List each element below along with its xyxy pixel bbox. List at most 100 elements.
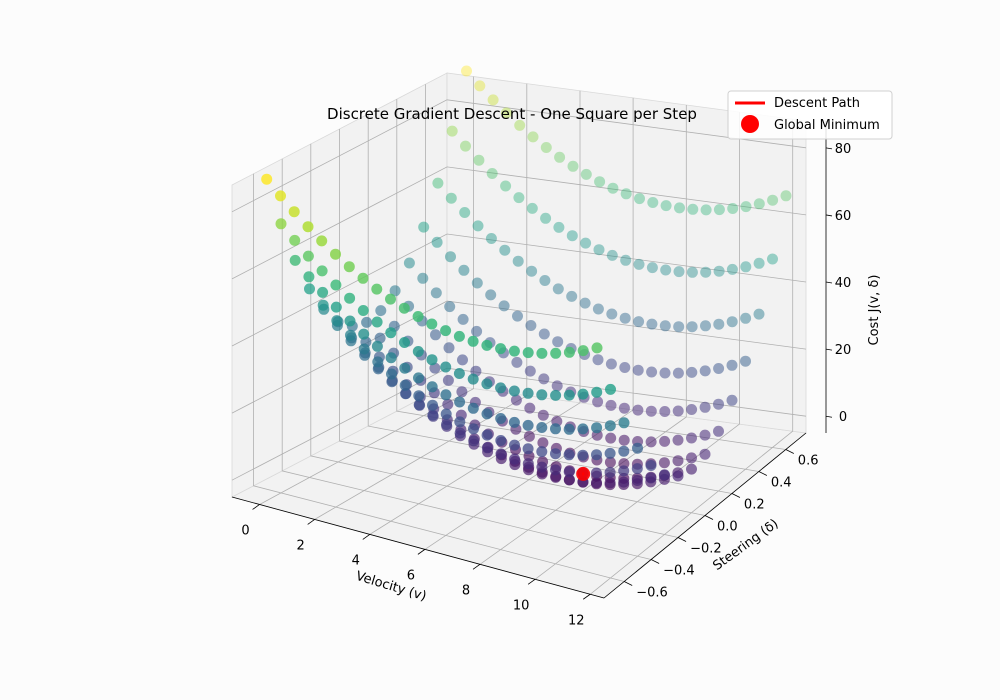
surface-point (371, 340, 383, 352)
surface-point (645, 436, 657, 448)
surface-point (485, 233, 497, 244)
surface-point (288, 206, 300, 218)
surface-point (453, 368, 465, 379)
surface-point (413, 399, 425, 411)
surface-point (577, 345, 589, 357)
surface-point (605, 432, 617, 444)
x-tick-mark (582, 593, 591, 600)
surface-point (495, 382, 507, 394)
surface-point (659, 435, 671, 447)
surface-point (430, 287, 442, 299)
surface-point (593, 244, 605, 256)
surface-point (358, 328, 370, 340)
surface-point (525, 320, 537, 331)
surface-point (647, 197, 659, 208)
surface-point (275, 218, 287, 230)
surface-point (316, 265, 328, 277)
surface-point (592, 396, 604, 408)
surface-point (385, 293, 396, 305)
surface-point (513, 192, 525, 204)
surface-point (538, 328, 550, 340)
surface-point (553, 221, 565, 233)
surface-point (550, 423, 561, 435)
surface-point (440, 325, 452, 337)
surface-point (659, 320, 671, 332)
surface-point (687, 203, 699, 215)
surface-point (522, 443, 534, 455)
surface-point (427, 409, 439, 421)
surface-point (485, 289, 497, 301)
legend-minimum-swatch (741, 115, 759, 133)
surface-point (445, 251, 456, 263)
surface-point (344, 292, 356, 304)
surface-point (633, 316, 645, 328)
surface-point (443, 342, 455, 354)
surface-point (536, 389, 548, 401)
surface-point (474, 80, 486, 92)
surface-point (412, 311, 424, 322)
surface-point (726, 394, 738, 406)
surface-point (632, 442, 643, 454)
surface-point (522, 458, 534, 470)
global-minimum-marker (576, 466, 591, 481)
tick-labels: 0 2 4 6 8 10 12 −0.6 −0.4 −0.2 0.0 0.2 0.4 0.6 0 20 40 60… (241, 142, 851, 628)
surface-point (456, 386, 468, 398)
surface-point (357, 305, 369, 316)
surface-point (686, 366, 698, 378)
surface-point (426, 318, 438, 330)
surface-point (700, 320, 711, 332)
surface-point (605, 399, 617, 411)
surface-point (767, 253, 778, 265)
x-gridline (534, 112, 740, 580)
surface-point (700, 204, 712, 216)
surface-point (481, 429, 493, 441)
z-gridline (231, 166, 807, 280)
surface-point (631, 463, 643, 475)
x-tick-mark (362, 534, 371, 540)
x-tick-mark (472, 564, 481, 570)
x-gridline (369, 90, 581, 535)
surface-point (727, 203, 739, 214)
surface-point (563, 346, 575, 358)
surface-point (536, 422, 548, 433)
surface-point (753, 198, 765, 210)
surface-point (554, 151, 566, 163)
surface-point (645, 472, 657, 484)
z-gridline (231, 300, 807, 414)
surface-point (509, 439, 520, 451)
surface-point (552, 283, 564, 295)
x-tick-mark (307, 519, 315, 525)
surface-point (620, 254, 632, 266)
surface-point (592, 354, 604, 366)
surface-point (454, 396, 466, 408)
descent-marks (576, 466, 591, 481)
surface-point (592, 303, 604, 315)
surface-point (442, 374, 454, 386)
legend-label-path: Descent Path (774, 96, 860, 111)
x-gridline (589, 119, 794, 595)
x-gridline (259, 76, 475, 505)
surface-point (316, 235, 328, 247)
surface-point (540, 212, 552, 224)
y-tick-label: −0.2 (690, 542, 722, 557)
surface-point (780, 190, 792, 202)
surface-point (767, 194, 779, 206)
z-tick-label: 40 (835, 276, 852, 291)
z-tick-label: 80 (835, 142, 852, 157)
surface-point (460, 140, 471, 152)
surface-point (467, 402, 479, 414)
y-tick-label: 0.2 (744, 498, 765, 513)
surface-point (740, 355, 751, 367)
surface-point (468, 423, 479, 435)
surface-point (658, 457, 670, 469)
surface-point (331, 315, 343, 327)
surface-point (618, 445, 630, 457)
surface-points (261, 65, 792, 491)
surface-point (713, 318, 725, 330)
surface-point (631, 475, 643, 486)
surface-point (471, 277, 483, 289)
surface-point (604, 447, 616, 459)
surface-point (620, 188, 632, 200)
surface-point (538, 373, 550, 385)
surface-point (446, 125, 458, 137)
